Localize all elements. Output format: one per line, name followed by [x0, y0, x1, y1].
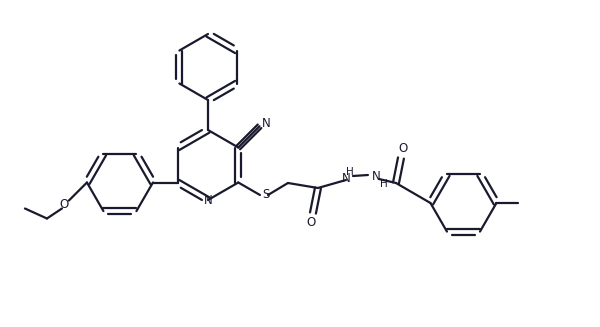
- Text: S: S: [262, 188, 269, 201]
- Text: O: O: [307, 215, 316, 229]
- Text: H: H: [346, 167, 354, 177]
- Text: H: H: [380, 179, 388, 189]
- Text: O: O: [59, 198, 68, 211]
- Text: N: N: [341, 173, 350, 185]
- Text: N: N: [203, 195, 212, 208]
- Text: O: O: [398, 143, 407, 156]
- Text: N: N: [371, 170, 380, 183]
- Text: N: N: [262, 117, 271, 130]
